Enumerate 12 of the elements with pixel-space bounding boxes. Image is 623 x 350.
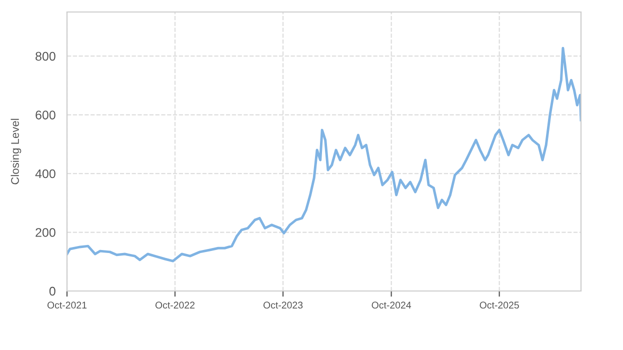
- x-tick-label: Oct-2024: [372, 302, 412, 309]
- y-tick-label: 400: [35, 169, 56, 178]
- y-tick-label: 600: [36, 110, 56, 120]
- line-series: [67, 46, 581, 262]
- x-tick-label: Oct-2021: [47, 302, 87, 309]
- x-tick-label: Oct-2023: [263, 302, 303, 309]
- x-tick-label: Oct-2022: [155, 302, 195, 309]
- y-tick-label: 0: [49, 286, 56, 296]
- y-axis-title: Closing Level: [10, 118, 22, 184]
- y-tick-label: 200: [36, 228, 56, 237]
- x-tick-label: Oct-2025: [480, 302, 519, 309]
- y-tick-label: 800: [36, 52, 56, 61]
